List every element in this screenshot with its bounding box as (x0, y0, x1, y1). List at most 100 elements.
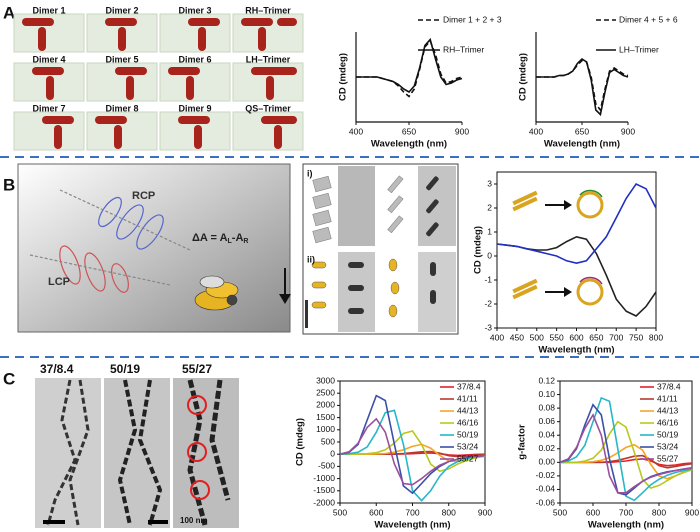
x-tick-label: 700 (405, 507, 419, 517)
x-tick-label: 900 (478, 507, 492, 517)
legend-label: 44/13 (457, 405, 479, 415)
series-line (559, 396, 693, 502)
nanorod (38, 27, 46, 51)
nanorod (46, 76, 54, 100)
series-line (339, 409, 486, 502)
scale-label: 100 nm (180, 516, 208, 525)
legend-label: 53/24 (457, 441, 479, 451)
row-label: i) (307, 168, 313, 178)
series-line (559, 413, 693, 494)
nanorod (266, 76, 274, 100)
plot-frame (496, 171, 657, 329)
nanorod (194, 125, 202, 149)
legend-label: 55/27 (457, 453, 479, 463)
legend-label: 46/16 (457, 417, 479, 427)
y-tick-label: 0.02 (538, 443, 555, 453)
y-axis-label: CD (mdeg) (338, 53, 349, 101)
legend-label: 55/27 (657, 453, 679, 463)
series-line (356, 37, 463, 94)
nanorod (118, 27, 126, 51)
legend-label: 50/19 (457, 429, 479, 439)
series-line (496, 182, 657, 265)
nanorod (54, 125, 62, 149)
panel-label: A (3, 3, 15, 22)
x-axis-label: Wavelength (nm) (371, 139, 447, 150)
series-line (340, 430, 486, 473)
x-tick-label: 400 (349, 126, 363, 136)
x-axis-label: Wavelength (nm) (374, 520, 450, 531)
y-tick-label: -0.02 (536, 470, 556, 480)
legend-label: 41/11 (457, 393, 478, 403)
x-tick-label: 800 (442, 507, 456, 517)
legend-label: 41/11 (657, 393, 678, 403)
panel-label: B (3, 175, 15, 194)
y-tick-label: -0.04 (536, 484, 556, 494)
x-tick-label: 900 (455, 126, 469, 136)
dimer-label: Dimer 8 (105, 103, 138, 113)
nanorod (95, 116, 127, 124)
series-line (339, 417, 486, 486)
tem-label: 37/8.4 (40, 362, 74, 376)
nanorod (258, 27, 266, 51)
y-tick-label: 0.10 (538, 389, 555, 399)
nanorod (274, 125, 282, 149)
y-tick-label: 0.06 (538, 416, 555, 426)
dimer-label: QS–Trimer (245, 103, 291, 113)
y-tick-label: 3000 (316, 375, 335, 385)
x-tick-label: 650 (589, 332, 603, 342)
y-tick-label: 1000 (316, 424, 335, 434)
x-tick-label: 500 (333, 507, 347, 517)
y-tick-label: 2500 (316, 387, 335, 397)
x-axis-label: Wavelength (nm) (588, 520, 664, 531)
x-tick-label: 650 (575, 126, 589, 136)
y-tick-label: 0.08 (538, 402, 555, 412)
equation-part: R (243, 238, 248, 245)
nanorod (241, 18, 273, 26)
y-tick-label: 0.12 (538, 375, 555, 385)
equation-part: ΔA = A (192, 232, 228, 244)
nanorod (198, 27, 206, 51)
dimer-label: Dimer 1 (32, 5, 65, 15)
x-tick-label: 750 (629, 332, 643, 342)
y-tick-label: 0 (487, 250, 492, 260)
x-axis-label: Wavelength (nm) (538, 345, 614, 356)
dimer-label: Dimer 7 (32, 103, 65, 113)
dimer-label: Dimer 2 (105, 5, 138, 15)
nanorod (251, 67, 283, 75)
legend-label: Dimer 1 + 2 + 3 (443, 14, 502, 24)
nanorod (105, 18, 137, 26)
y-axis-label: g-factor (517, 424, 528, 460)
y-tick-label: -2000 (313, 497, 335, 507)
dimer-label: Dimer 6 (178, 54, 211, 64)
series-line (536, 57, 629, 117)
equation-part: -A (232, 232, 244, 244)
x-tick-label: 600 (569, 332, 583, 342)
y-tick-label: 0 (330, 448, 335, 458)
y-tick-label: 0.00 (538, 457, 555, 467)
x-tick-label: 400 (490, 332, 504, 342)
legend-label: Dimer 4 + 5 + 6 (619, 14, 678, 24)
dimer-label: Dimer 4 (32, 54, 65, 64)
dimer-label: RH–Trimer (245, 5, 291, 15)
nanorod (114, 125, 122, 149)
y-tick-label: -1 (484, 274, 492, 284)
rcp-label: RCP (132, 190, 155, 202)
nanorod (277, 18, 297, 26)
equation: ΔA = AL-AR (192, 232, 248, 245)
series-line (536, 59, 629, 112)
legend-label: 44/13 (657, 405, 679, 415)
legend-label: LH–Trimer (619, 44, 659, 54)
panel-label: C (3, 369, 15, 388)
lcp-label: LCP (48, 276, 70, 288)
schematic: RCP LCP ΔA = AL-AR (17, 163, 291, 333)
x-tick-label: 500 (553, 507, 567, 517)
y-tick-label: 3 (487, 178, 492, 188)
nanorod (42, 116, 74, 124)
nanorod (32, 67, 64, 75)
y-tick-label: -3 (484, 322, 492, 332)
x-tick-label: 700 (619, 507, 633, 517)
y-tick-label: 0.04 (538, 429, 555, 439)
y-tick-label: 1500 (316, 412, 335, 422)
nanorod (178, 116, 210, 124)
